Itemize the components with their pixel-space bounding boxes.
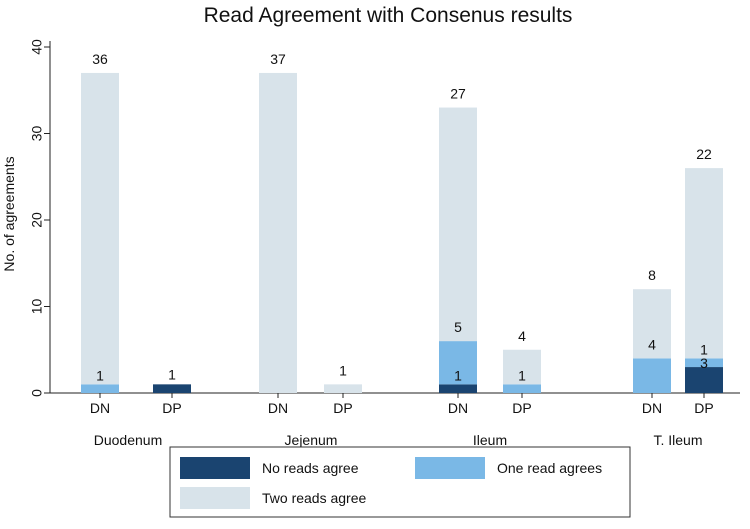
x-tick-label: DP	[333, 400, 352, 416]
data-label: 8	[648, 267, 656, 283]
y-tick-label: 10	[29, 299, 45, 315]
data-label: 4	[648, 336, 656, 352]
x-tick-label: DP	[162, 400, 181, 416]
data-label: 1	[454, 367, 462, 383]
group-label: T. Ileum	[653, 432, 702, 448]
legend-label: One read agrees	[497, 460, 602, 476]
group-label: Jejenum	[285, 432, 338, 448]
legend: No reads agree One read agrees Two reads a…	[169, 446, 631, 518]
bar-segment	[439, 384, 477, 393]
data-label: 5	[454, 319, 462, 335]
legend-label: Two reads agree	[262, 490, 366, 506]
bar-segment	[503, 384, 541, 393]
x-tick-label: DN	[268, 400, 288, 416]
bars	[81, 72, 723, 393]
bar-segment	[685, 168, 723, 359]
data-label: 3	[700, 355, 708, 371]
y-tick-label: 20	[29, 212, 45, 228]
data-label: 22	[696, 146, 712, 162]
data-label: 27	[450, 86, 466, 102]
x-tick-label: DN	[642, 400, 662, 416]
bar-segment	[685, 367, 723, 393]
bar-segment	[439, 107, 477, 342]
axes: 0 10 20 30 40 DN DP DN DP DN DP DN DP Duodenum Jejenum…	[29, 39, 740, 448]
bar-segment	[259, 72, 297, 393]
y-tick-label: 30	[29, 126, 45, 142]
data-label: 1	[96, 367, 104, 383]
x-tick-label: DP	[694, 400, 713, 416]
legend-swatch	[180, 487, 250, 509]
bar-segment	[81, 72, 119, 385]
y-axis-label: No. of agreements	[1, 156, 17, 271]
legend-label: No reads agree	[262, 460, 359, 476]
bar-segment	[503, 349, 541, 385]
data-label: 4	[518, 328, 526, 344]
data-label: 1	[518, 367, 526, 383]
data-label: 1	[700, 341, 708, 357]
group-label: Duodenum	[94, 432, 163, 448]
bar-segment	[153, 384, 191, 393]
chart-title: Read Agreement with Consenus results	[204, 4, 573, 27]
x-tick-label: DN	[90, 400, 110, 416]
bar-segment	[81, 384, 119, 393]
data-label: 36	[92, 51, 108, 67]
data-label: 1	[339, 362, 347, 378]
bar-segment	[324, 384, 362, 393]
group-label: Ileum	[473, 432, 507, 448]
x-tick-label: DP	[512, 400, 531, 416]
x-tick-label: DN	[448, 400, 468, 416]
bar-segment	[439, 341, 477, 385]
legend-swatch	[415, 457, 485, 479]
data-label: 37	[270, 51, 286, 67]
data-label: 1	[168, 366, 176, 382]
bar-segment	[633, 289, 671, 359]
bar-segment	[685, 358, 723, 368]
legend-swatch	[180, 457, 250, 479]
y-tick-label: 0	[29, 389, 45, 397]
y-tick-label: 40	[29, 39, 45, 55]
bar-segment	[633, 358, 671, 393]
